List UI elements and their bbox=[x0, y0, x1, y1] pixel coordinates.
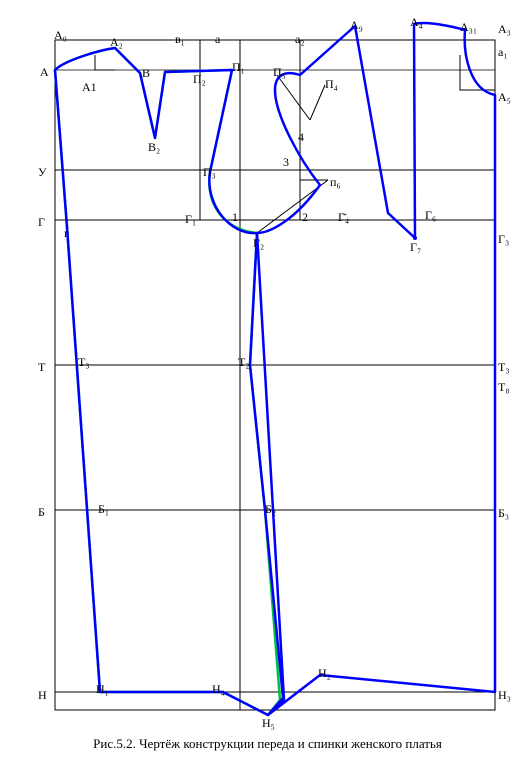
point-label: A₃₁ bbox=[460, 20, 477, 35]
point-label: A1 bbox=[82, 80, 97, 95]
point-label: 3 bbox=[283, 155, 289, 170]
point-label: П₁ bbox=[232, 60, 245, 75]
point-label: A₀ bbox=[54, 28, 67, 43]
point-label: П₂ bbox=[193, 72, 206, 87]
point-label: Н bbox=[38, 688, 47, 703]
point-label: 4 bbox=[298, 130, 304, 145]
point-label: Н₄ bbox=[212, 682, 225, 697]
point-label: A₃ bbox=[498, 22, 511, 37]
point-label: г bbox=[64, 226, 69, 241]
diagram-svg bbox=[20, 10, 515, 730]
point-label: Т₃ bbox=[78, 355, 90, 370]
figure-caption: Рис.5.2. Чертёж конструкции переда и спи… bbox=[10, 736, 515, 752]
point-label: П₃ bbox=[203, 165, 216, 180]
point-label: Г₁ bbox=[185, 212, 196, 227]
point-label: a₂ bbox=[295, 32, 305, 47]
point-label: 1 bbox=[232, 210, 238, 225]
point-label: П₄ bbox=[325, 77, 338, 92]
point-label: Б₁ bbox=[98, 502, 109, 517]
point-label: A₄ bbox=[410, 15, 423, 30]
point-label: Т₂ bbox=[238, 355, 250, 370]
point-label: У bbox=[38, 165, 47, 180]
point-label: Г₂ bbox=[253, 236, 264, 251]
point-label: Т₈ bbox=[498, 380, 510, 395]
point-label: A₂ bbox=[110, 35, 123, 50]
point-label: A₅ bbox=[498, 90, 511, 105]
point-label: Б bbox=[38, 505, 45, 520]
point-label: Г₃ bbox=[498, 232, 509, 247]
point-label: Н₁ bbox=[96, 682, 109, 697]
point-label: в₁ bbox=[175, 32, 185, 47]
point-label: Г₆ bbox=[425, 208, 436, 223]
point-label: Б₃ bbox=[498, 506, 509, 521]
point-label: Т₃ bbox=[498, 360, 510, 375]
point-label: a₁ bbox=[498, 45, 508, 60]
point-label: Б₂ bbox=[265, 502, 276, 517]
point-label: Т bbox=[38, 360, 45, 375]
point-label: Н₅ bbox=[262, 716, 275, 731]
point-label: Н₂ bbox=[318, 666, 331, 681]
point-label: П₅ bbox=[273, 65, 286, 80]
pattern-diagram: A₀ A A1 A₂ в₁ В В₂ a a₂ П₁ П₂ П₃ П₅ П₄ п₆ Г₁ Г₂ Г̄₄ A₉ A₄ A₃… bbox=[20, 10, 515, 730]
point-label: a bbox=[215, 32, 220, 47]
point-label: В₂ bbox=[148, 140, 160, 155]
point-label: Н₃ bbox=[498, 688, 511, 703]
point-label: Г bbox=[38, 215, 45, 230]
point-label: п₆ bbox=[330, 175, 341, 190]
point-label: A₉ bbox=[350, 18, 363, 33]
point-label: Г₇ bbox=[410, 240, 421, 255]
point-label: В bbox=[142, 66, 150, 81]
point-label: 2 bbox=[302, 210, 308, 225]
point-label: A bbox=[40, 65, 49, 80]
point-label: Г̄₄ bbox=[338, 210, 349, 225]
